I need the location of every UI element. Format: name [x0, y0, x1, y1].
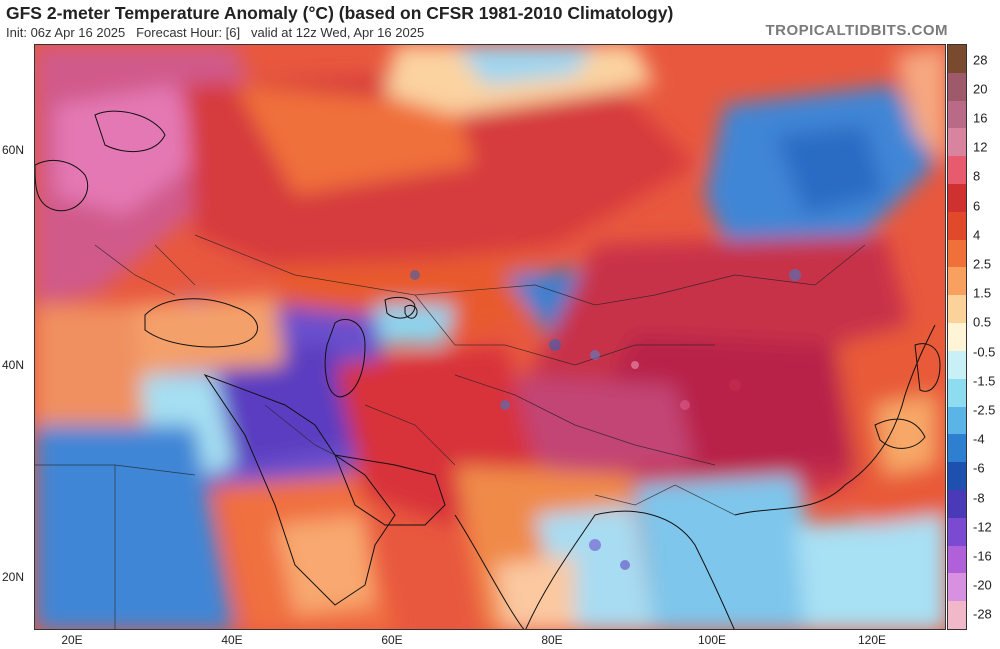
colorbar-swatch [948, 434, 966, 463]
colorbar-label: 0.5 [973, 314, 992, 330]
lat-label-40n: 40N [2, 358, 25, 372]
colorbar-swatch [948, 156, 966, 185]
colorbar-label: -20 [973, 577, 992, 593]
colorbar-label: 12 [973, 139, 988, 155]
anomaly-field [35, 45, 945, 629]
lat-label-60n: 60N [2, 143, 25, 157]
anomaly-map[interactable] [34, 44, 946, 630]
lon-label-40e: 40E [221, 633, 243, 647]
lon-label-20e: 20E [61, 633, 83, 647]
colorbar-label: 2.5 [973, 256, 992, 272]
lon-label-60e: 60E [381, 633, 403, 647]
colorbar-label: -0.5 [973, 344, 996, 360]
colorbar-swatch [948, 545, 966, 574]
colorbar-label: 28 [973, 52, 988, 68]
colorbar-label: 1.5 [973, 285, 992, 301]
colorbar-label: -6 [973, 460, 985, 476]
colorbar-swatch [948, 184, 966, 213]
colorbar-swatch [948, 601, 966, 630]
colorbar-swatch [948, 378, 966, 407]
colorbar-swatch [948, 295, 966, 324]
colorbar-swatch [948, 267, 966, 296]
colorbar-swatch [948, 406, 966, 435]
colorbar [947, 44, 967, 630]
brand-label[interactable]: TROPICALTIDBITS.COM [765, 22, 948, 39]
colorbar-label: -8 [973, 490, 985, 506]
colorbar-label: -16 [973, 548, 992, 564]
field-texture [410, 269, 801, 570]
colorbar-swatch [948, 323, 966, 352]
colorbar-label: 16 [973, 110, 988, 126]
country-borders [35, 234, 866, 629]
coastlines [35, 110, 941, 629]
colorbar-swatch [948, 517, 966, 547]
colorbar-swatch [948, 100, 966, 129]
colorbar-swatch [948, 462, 966, 491]
lon-label-120e: 120E [857, 633, 887, 647]
colorbar-label: -2.5 [973, 402, 996, 418]
colorbar-swatch [948, 45, 966, 74]
colorbar-label: 8 [973, 168, 981, 184]
map-title: GFS 2-meter Temperature Anomaly (°C) (ba… [6, 3, 674, 23]
colorbar-label: -4 [973, 431, 985, 447]
colorbar-label: 6 [973, 198, 981, 214]
colorbar-label: 4 [973, 227, 981, 243]
lat-label-20n: 20N [2, 570, 25, 584]
lon-label-80e: 80E [541, 633, 563, 647]
colorbar-label: -1.5 [973, 373, 996, 389]
map-subtitle: Init: 06z Apr 16 2025 Forecast Hour: [6]… [6, 25, 425, 40]
colorbar-label: -12 [973, 519, 992, 535]
colorbar-swatch [948, 489, 966, 519]
colorbar-swatch [948, 72, 966, 102]
colorbar-swatch [948, 239, 966, 268]
lon-label-100e: 100E [697, 633, 727, 647]
anomaly-map-canvas [35, 45, 945, 629]
colorbar-label: 20 [973, 81, 988, 97]
colorbar-label: -28 [973, 606, 992, 622]
colorbar-swatch [948, 350, 966, 380]
colorbar-swatch [948, 128, 966, 157]
colorbar-swatch [948, 573, 966, 602]
colorbar-swatch [948, 211, 966, 241]
